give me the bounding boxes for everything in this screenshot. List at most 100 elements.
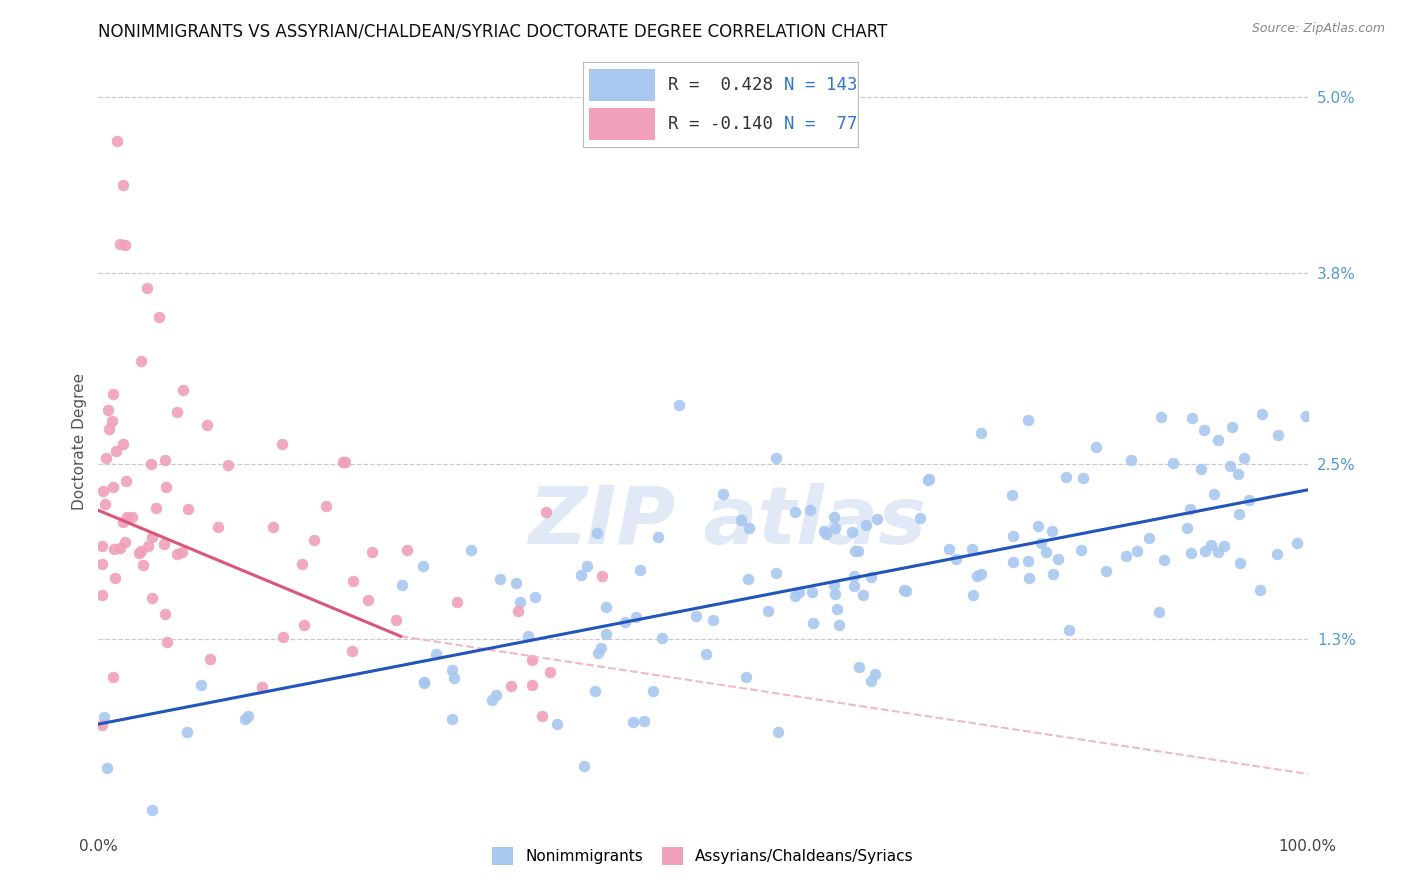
- Point: [1070, 543, 1092, 558]
- Point: [217, 458, 239, 472]
- Point: [121, 510, 143, 524]
- Point: [1001, 487, 1024, 501]
- Point: [291, 557, 314, 571]
- Point: [908, 511, 931, 525]
- Point: [814, 526, 837, 541]
- Point: [93, 710, 115, 724]
- Point: [768, 724, 790, 739]
- Point: [1181, 411, 1204, 425]
- Point: [153, 607, 176, 621]
- Point: [1194, 544, 1216, 558]
- Point: [534, 505, 557, 519]
- Point: [530, 708, 553, 723]
- Point: [1286, 535, 1309, 549]
- Point: [938, 541, 960, 556]
- Point: [166, 405, 188, 419]
- Point: [101, 480, 124, 494]
- Point: [1229, 556, 1251, 570]
- Point: [170, 545, 193, 559]
- Point: [114, 474, 136, 488]
- Text: R =  0.428: R = 0.428: [668, 77, 773, 95]
- Point: [1267, 427, 1289, 442]
- Point: [333, 454, 356, 468]
- Point: [787, 585, 810, 599]
- Point: [273, 630, 295, 644]
- Point: [799, 503, 821, 517]
- Point: [595, 627, 617, 641]
- Point: [738, 521, 761, 535]
- Point: [103, 571, 125, 585]
- Point: [101, 413, 124, 427]
- Point: [841, 525, 863, 540]
- Point: [198, 652, 221, 666]
- Point: [446, 595, 468, 609]
- Point: [1206, 434, 1229, 448]
- Point: [917, 472, 939, 486]
- Point: [156, 635, 179, 649]
- Point: [523, 590, 546, 604]
- Point: [141, 591, 163, 606]
- Point: [1202, 487, 1225, 501]
- Point: [848, 660, 870, 674]
- Point: [233, 712, 256, 726]
- Point: [360, 545, 382, 559]
- Point: [1054, 470, 1077, 484]
- Point: [783, 589, 806, 603]
- Point: [148, 310, 170, 324]
- Point: [842, 568, 865, 582]
- Point: [207, 519, 229, 533]
- Point: [626, 610, 648, 624]
- Point: [1189, 462, 1212, 476]
- Point: [111, 178, 134, 193]
- Point: [481, 693, 503, 707]
- Point: [340, 644, 363, 658]
- Point: [425, 647, 447, 661]
- Point: [730, 513, 752, 527]
- Point: [485, 688, 508, 702]
- Point: [97, 403, 120, 417]
- Point: [342, 574, 364, 588]
- Point: [114, 238, 136, 252]
- Point: [1084, 440, 1107, 454]
- Point: [112, 515, 135, 529]
- Point: [139, 457, 162, 471]
- Point: [1178, 501, 1201, 516]
- Point: [1237, 492, 1260, 507]
- Point: [91, 588, 114, 602]
- Text: N = 143: N = 143: [783, 77, 858, 95]
- Point: [440, 663, 463, 677]
- Point: [250, 680, 273, 694]
- Point: [155, 480, 177, 494]
- Point: [141, 530, 163, 544]
- Y-axis label: Doctorate Degree: Doctorate Degree: [72, 373, 87, 510]
- Point: [94, 497, 117, 511]
- Point: [1249, 583, 1271, 598]
- Point: [1227, 508, 1250, 522]
- Point: [813, 524, 835, 539]
- Point: [195, 417, 218, 432]
- Point: [115, 510, 138, 524]
- Point: [91, 539, 114, 553]
- Point: [1018, 571, 1040, 585]
- Point: [621, 715, 644, 730]
- Point: [569, 568, 592, 582]
- Point: [1250, 408, 1272, 422]
- Point: [391, 578, 413, 592]
- Point: [176, 724, 198, 739]
- Point: [859, 674, 882, 689]
- Point: [1094, 564, 1116, 578]
- Point: [962, 588, 984, 602]
- Point: [1002, 529, 1025, 543]
- Point: [591, 569, 613, 583]
- Point: [785, 505, 807, 519]
- Point: [572, 759, 595, 773]
- Point: [101, 386, 124, 401]
- Point: [153, 453, 176, 467]
- Point: [114, 535, 136, 549]
- Point: [460, 543, 482, 558]
- Point: [520, 678, 543, 692]
- Point: [395, 543, 418, 558]
- Point: [443, 671, 465, 685]
- Point: [685, 608, 707, 623]
- Point: [172, 384, 194, 398]
